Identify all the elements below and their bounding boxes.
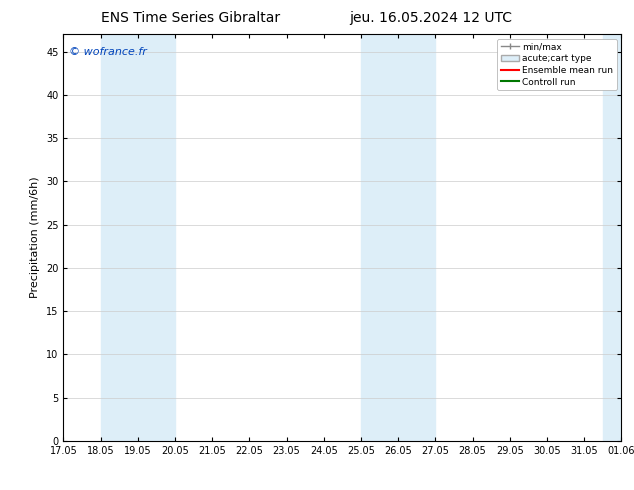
Bar (603, 34, 621, 441)
Bar (101, 34, 175, 441)
Legend: min/max, acute;cart type, Ensemble mean run, Controll run: min/max, acute;cart type, Ensemble mean … (497, 39, 617, 90)
Bar (361, 34, 436, 441)
Text: © wofrance.fr: © wofrance.fr (69, 47, 147, 56)
Text: jeu. 16.05.2024 12 UTC: jeu. 16.05.2024 12 UTC (349, 11, 513, 25)
Text: ENS Time Series Gibraltar: ENS Time Series Gibraltar (101, 11, 280, 25)
Y-axis label: Precipitation (mm/6h): Precipitation (mm/6h) (30, 177, 41, 298)
